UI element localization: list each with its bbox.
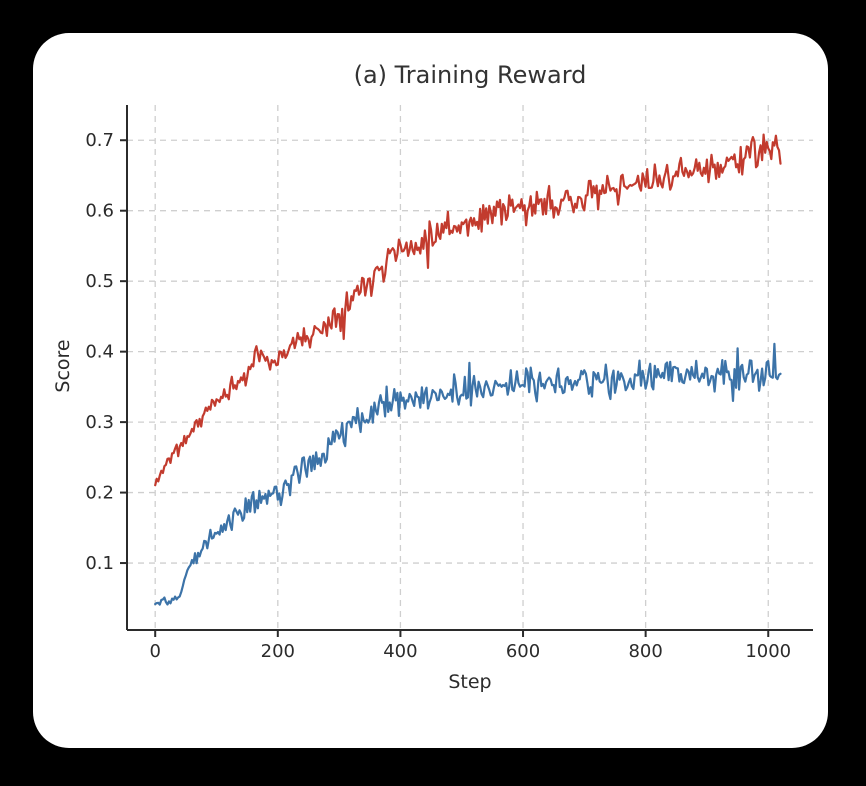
chart-title: (a) Training Reward — [353, 61, 587, 89]
y-tick-label: 0.6 — [85, 201, 114, 222]
y-tick-label: 0.7 — [85, 130, 114, 151]
chart-card: (a) Training Reward 0 200 400 600 800 1000 0.1… — [33, 33, 828, 748]
y-tick-label: 0.1 — [85, 553, 114, 574]
x-tick-label: 200 — [261, 641, 295, 662]
y-tick-label: 0.3 — [85, 412, 114, 433]
y-tick-label: 0.5 — [85, 271, 114, 292]
x-axis-label: Step — [448, 671, 492, 693]
y-axis-label: Score — [52, 339, 74, 393]
axes-spines — [126, 105, 813, 631]
grid-lines — [127, 105, 813, 630]
x-tick-label: 600 — [506, 641, 540, 662]
y-axis-tick-labels: 0.1 0.2 0.3 0.4 0.5 0.6 0.7 — [85, 130, 114, 574]
blue-series-line — [154, 342, 782, 606]
x-axis-tick-labels: 0 200 400 600 800 1000 — [149, 641, 791, 662]
x-tick-label: 800 — [628, 641, 662, 662]
x-tick-label: 0 — [149, 641, 160, 662]
red-series-line — [154, 133, 782, 487]
tick-marks — [120, 139, 770, 637]
y-tick-label: 0.4 — [85, 342, 114, 363]
y-tick-label: 0.2 — [85, 483, 114, 504]
x-tick-label: 1000 — [745, 641, 791, 662]
line-chart-plot-area: 0 200 400 600 800 1000 0.1 0.2 0.3 0.4 0.5 0.6 0.7 — [85, 105, 813, 662]
x-tick-label: 400 — [383, 641, 417, 662]
